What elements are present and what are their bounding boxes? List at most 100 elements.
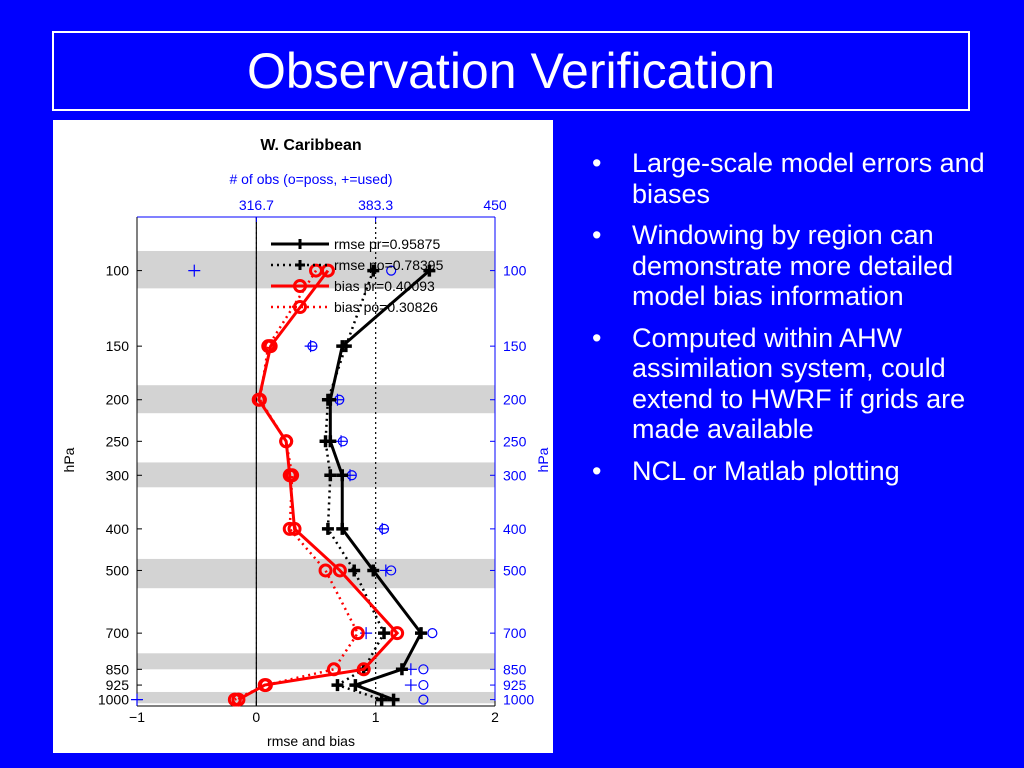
series-point xyxy=(336,469,349,482)
y-tick-label: 250 xyxy=(106,433,130,449)
bullet-item: • Computed within AHW assimilation system… xyxy=(590,323,1000,445)
series-point xyxy=(336,522,349,535)
series-point xyxy=(285,468,300,483)
x-tick-label: 1 xyxy=(372,709,380,725)
series-point xyxy=(331,679,344,692)
series-point xyxy=(339,340,352,353)
series-point xyxy=(326,662,341,677)
obs-used-marker xyxy=(335,435,348,448)
bullet-list: • Large-scale model errors and biases • Wi… xyxy=(590,148,1000,497)
legend-label: rmse po=0.78395 xyxy=(334,257,444,273)
y-tick-label-right: 700 xyxy=(503,625,527,641)
y-tick-label-right: 1000 xyxy=(503,692,534,708)
legend-marker xyxy=(295,260,305,270)
y-tick-label: 400 xyxy=(106,521,130,537)
legend-marker xyxy=(293,279,307,293)
series-point xyxy=(258,678,273,693)
series-point xyxy=(321,393,334,406)
y-tick-label: 300 xyxy=(106,467,130,483)
series-point xyxy=(349,679,362,692)
legend-marker xyxy=(293,300,307,314)
series-point xyxy=(415,627,428,640)
slide-title: Observation Verification xyxy=(246,43,776,99)
y-tick-label: 500 xyxy=(106,562,130,578)
y-tick-label: 850 xyxy=(106,661,130,677)
obs-used-marker xyxy=(404,679,417,692)
series-point xyxy=(252,392,267,407)
x-tick-label: −1 xyxy=(129,709,145,725)
x-tick-label: 2 xyxy=(491,709,499,725)
series-point xyxy=(321,522,334,535)
bullet-item: • Large-scale model errors and biases xyxy=(590,148,1000,209)
y-tick-label-right: 100 xyxy=(503,263,527,279)
series-point xyxy=(387,693,400,706)
top-tick-label: 316.7 xyxy=(239,197,274,213)
shaded-band xyxy=(137,691,495,704)
series-point xyxy=(279,434,294,449)
obs-used-marker xyxy=(304,340,317,353)
y-tick-label-right: 400 xyxy=(503,521,527,537)
shaded-band xyxy=(137,653,495,670)
series-point xyxy=(227,692,242,707)
x-tick-label: 0 xyxy=(252,709,260,725)
series-point xyxy=(319,435,332,448)
chart-title: W. Caribbean xyxy=(260,137,361,154)
bullet-text: Windowing by region can demonstrate more… xyxy=(632,220,954,311)
obs-possible-marker xyxy=(418,694,429,705)
obs-possible-marker xyxy=(418,679,429,691)
y-tick-label: 150 xyxy=(106,338,130,354)
bullet-item: • NCL or Matlab plotting xyxy=(590,456,1000,487)
obs-used-marker xyxy=(379,564,392,577)
series-point xyxy=(261,339,276,354)
y-tick-label-right: 150 xyxy=(503,338,527,354)
bullet-dot: • xyxy=(592,220,602,250)
top-tick-label: 450 xyxy=(483,197,507,213)
series-point xyxy=(395,663,408,676)
bullet-text: Large-scale model errors and biases xyxy=(632,148,985,209)
y-tick-label: 200 xyxy=(106,392,130,408)
series-point xyxy=(356,662,371,677)
legend-label: bias po=0.30826 xyxy=(334,299,438,315)
obs-possible-marker xyxy=(427,628,438,639)
top-tick-label: 383.3 xyxy=(358,197,393,213)
series-point xyxy=(324,469,337,482)
chart-figure: W. Caribbean # of obs (o=poss, +=used) r… xyxy=(53,120,553,753)
y-tick-label-right: 925 xyxy=(503,677,527,693)
shaded-band xyxy=(137,462,495,488)
obs-used-marker xyxy=(188,264,201,277)
y-tick-label: 925 xyxy=(106,677,130,693)
y-tick-label: 1000 xyxy=(98,692,129,708)
series-point xyxy=(367,564,380,577)
y-tick-label-right: 200 xyxy=(503,392,527,408)
y-axis-label-left: hPa xyxy=(61,447,77,472)
y-tick-label-right: 250 xyxy=(503,433,527,449)
bullet-item: • Windowing by region can demonstrate mor… xyxy=(590,220,1000,312)
legend-label: rmse pr=0.95875 xyxy=(334,236,440,252)
legend-marker xyxy=(295,239,305,249)
series-point xyxy=(423,264,436,277)
series-point xyxy=(332,563,347,578)
series-point xyxy=(390,626,405,641)
series-point xyxy=(282,521,297,536)
obs-possible-marker xyxy=(386,265,397,276)
series-point xyxy=(350,626,365,641)
shaded-band xyxy=(137,558,495,589)
bullet-text: NCL or Matlab plotting xyxy=(632,455,900,486)
y-tick-label: 700 xyxy=(106,625,130,641)
y-tick-label-right: 850 xyxy=(503,661,527,677)
series-point xyxy=(348,564,361,577)
bullet-text: Computed within AHW assimilation system,… xyxy=(632,322,966,445)
series-point xyxy=(375,693,388,706)
chart-subtitle: # of obs (o=poss, +=used) xyxy=(229,171,392,187)
y-tick-label-right: 300 xyxy=(503,467,527,483)
bullet-dot: • xyxy=(592,148,602,178)
chart-svg: W. Caribbean # of obs (o=poss, +=used) r… xyxy=(61,137,551,749)
x-axis-label: rmse and bias xyxy=(267,733,355,749)
obs-used-marker xyxy=(131,693,143,706)
legend-label: bias pr=0.40093 xyxy=(334,278,435,294)
obs-possible-marker xyxy=(418,664,429,675)
y-tick-label: 100 xyxy=(106,263,130,279)
series-point xyxy=(378,627,391,640)
bullet-dot: • xyxy=(592,455,602,486)
shaded-band xyxy=(137,385,495,414)
